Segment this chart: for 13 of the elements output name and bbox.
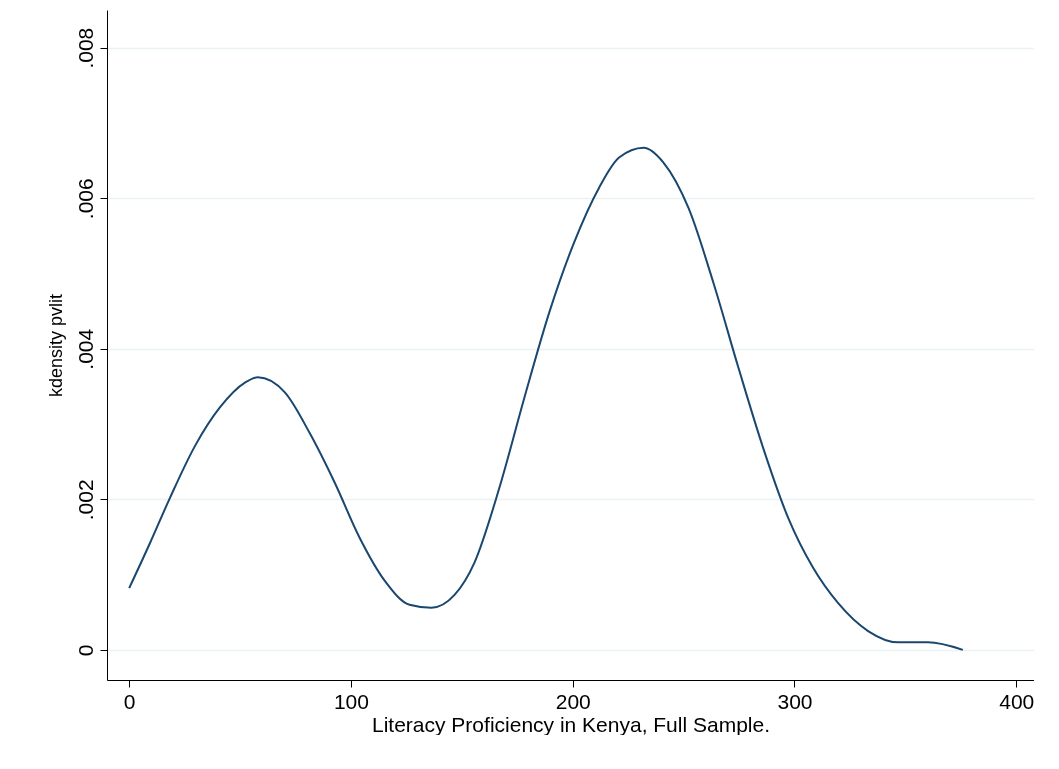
x-tick-label: 300 (777, 689, 813, 713)
line-series (128, 146, 964, 651)
x-axis-title: Literacy Proficiency in Kenya, Full Sample. (371, 712, 771, 736)
y-tick-label: 0 (73, 644, 97, 657)
x-tick-label: 400 (999, 689, 1035, 713)
x-tick-label: 0 (123, 689, 136, 713)
x-tick-label: 200 (555, 689, 591, 713)
x-tick-label: 100 (333, 689, 369, 713)
y-tick-label: .008 (73, 27, 97, 69)
y-tick-label: .004 (73, 328, 97, 370)
y-axis-title: kdensity pvlit (45, 293, 66, 398)
y-tick-label: .002 (73, 479, 97, 521)
y-tick-label: .006 (73, 178, 97, 220)
